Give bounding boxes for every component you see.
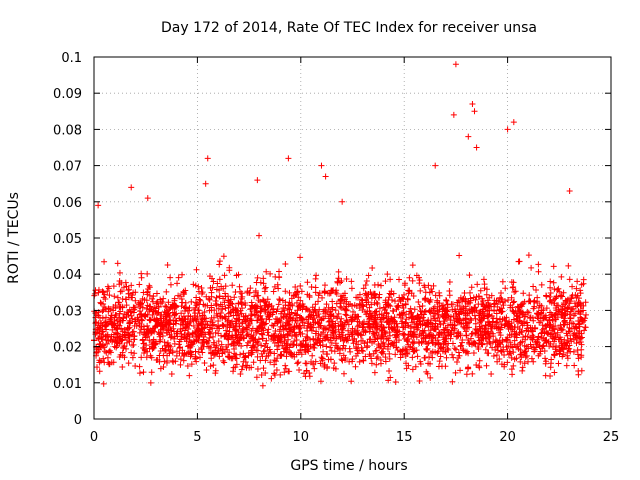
y-tick-label: 0.02: [53, 341, 82, 356]
y-tick-label: 0.06: [53, 196, 82, 211]
x-tick-label: 10: [293, 430, 310, 445]
y-tick-label: 0.08: [53, 123, 82, 138]
y-tick-label: 0.04: [53, 268, 82, 283]
y-tick-label: 0.1: [61, 51, 82, 66]
y-tick-label: 0.05: [53, 232, 82, 247]
scatter-markers: [91, 61, 589, 389]
y-axis-label: ROTI / TECUs: [6, 192, 22, 284]
y-tick-label: 0: [74, 413, 82, 428]
x-tick-label: 20: [499, 430, 516, 445]
x-tick-label: 0: [90, 430, 98, 445]
x-tick-label: 5: [193, 430, 201, 445]
grid-lines: [94, 57, 611, 419]
x-tick-label: 15: [396, 430, 413, 445]
x-tick-label: 25: [603, 430, 620, 445]
y-tick-label: 0.07: [53, 160, 82, 175]
data-points: [91, 61, 589, 389]
axis-ticks: 0 5 10 15 20 25 0 0.01 0.02 0.03 0.04 0.05 0.06 0.07 0…: [53, 51, 619, 445]
y-tick-label: 0.09: [53, 87, 82, 102]
y-tick-label: 0.03: [53, 304, 82, 319]
x-axis-label: GPS time / hours: [290, 458, 407, 474]
y-tick-label: 0.01: [53, 377, 82, 392]
chart-title: Day 172 of 2014, Rate Of TEC Index for r…: [161, 20, 537, 36]
